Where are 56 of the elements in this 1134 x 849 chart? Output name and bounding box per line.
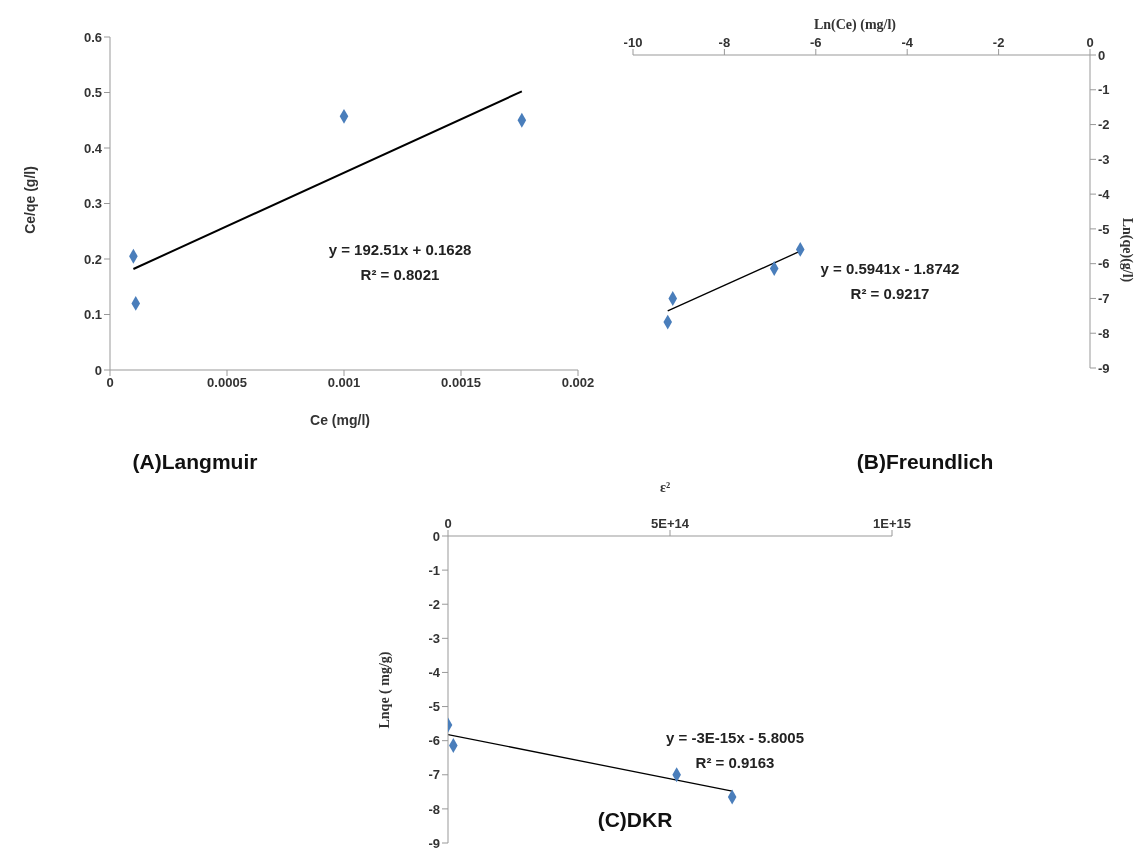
x-axis-title: Ce (mg/l) [310, 412, 370, 428]
y-tick-label: 0.1 [83, 307, 102, 323]
x-tick-label: 0.001 [327, 375, 361, 391]
y-tick-label: -4 [1098, 186, 1111, 202]
y-tick-label: -6 [428, 733, 440, 749]
y-tick-label: 0 [432, 528, 440, 544]
x-tick-label: 0 [444, 516, 452, 531]
y-tick-label: -2 [1098, 117, 1110, 133]
y-tick-label: -2 [428, 596, 440, 612]
y-tick-label: -1 [1098, 82, 1110, 98]
x-tick-label: -6 [810, 35, 822, 50]
y-tick-label: 0.3 [83, 196, 102, 212]
x-tick-label: 0.0015 [441, 375, 481, 391]
annotation: R² = 0.8021 [359, 265, 441, 285]
annotation: y = 0.5941x - 1.8742 [820, 259, 960, 279]
y-tick-label: 0.5 [83, 85, 102, 101]
y-tick-label: -9 [428, 835, 440, 849]
annotation: y = -3E-15x - 5.8005 [665, 728, 805, 748]
x-tick-label: -2 [992, 35, 1005, 50]
y-tick-label: -7 [428, 767, 440, 783]
x-tick-label: 0.002 [561, 375, 595, 391]
x-tick-label: 1E+15 [873, 516, 911, 531]
y-tick-label: 0.6 [83, 29, 102, 45]
text: (A)Langmuir [132, 450, 258, 474]
y-tick-label: -5 [1098, 221, 1110, 237]
x-tick-label: 0 [1086, 35, 1094, 50]
y-tick-label: 0.2 [83, 251, 102, 267]
x-tick-label: -8 [718, 35, 731, 50]
y-tick-label: -8 [1098, 325, 1110, 341]
y-axis-title: Ce/qe (g/l) [22, 166, 38, 234]
y-axis-title: Ln(qe)(g/l) [1119, 217, 1134, 283]
y-tick-label: -5 [428, 699, 440, 715]
x-axis-title: ε² [659, 480, 671, 496]
y-tick-label: -3 [428, 630, 440, 646]
x-tick-label: 0.0005 [207, 375, 247, 391]
y-tick-label: -4 [428, 665, 441, 681]
x-tick-label: -10 [623, 35, 643, 50]
y-tick-label: 0 [1098, 47, 1106, 63]
y-tick-label: 0 [94, 362, 102, 378]
annotation: R² = 0.9163 [694, 753, 776, 773]
y-tick-label: -8 [428, 801, 440, 817]
text: (C)DKR [597, 808, 673, 832]
x-tick-label: -4 [901, 35, 914, 50]
x-axis-title: Ln(Ce) (mg/l) [813, 17, 897, 33]
y-tick-label: -3 [1098, 151, 1110, 167]
annotation: y = 192.51x + 0.1628 [328, 240, 472, 260]
annotation: R² = 0.9217 [849, 284, 931, 304]
x-tick-label: 5E+14 [651, 516, 690, 531]
y-tick-label: -1 [428, 562, 440, 578]
y-tick-label: -9 [1098, 360, 1110, 376]
text: (B)Freundlich [856, 450, 994, 474]
y-tick-label: -6 [1098, 256, 1110, 272]
y-axis-title: Lnqe ( mg/g) [377, 651, 393, 729]
y-tick-label: 0.4 [83, 140, 103, 156]
x-tick-label: 0 [106, 375, 114, 391]
y-tick-label: -7 [1098, 291, 1110, 307]
